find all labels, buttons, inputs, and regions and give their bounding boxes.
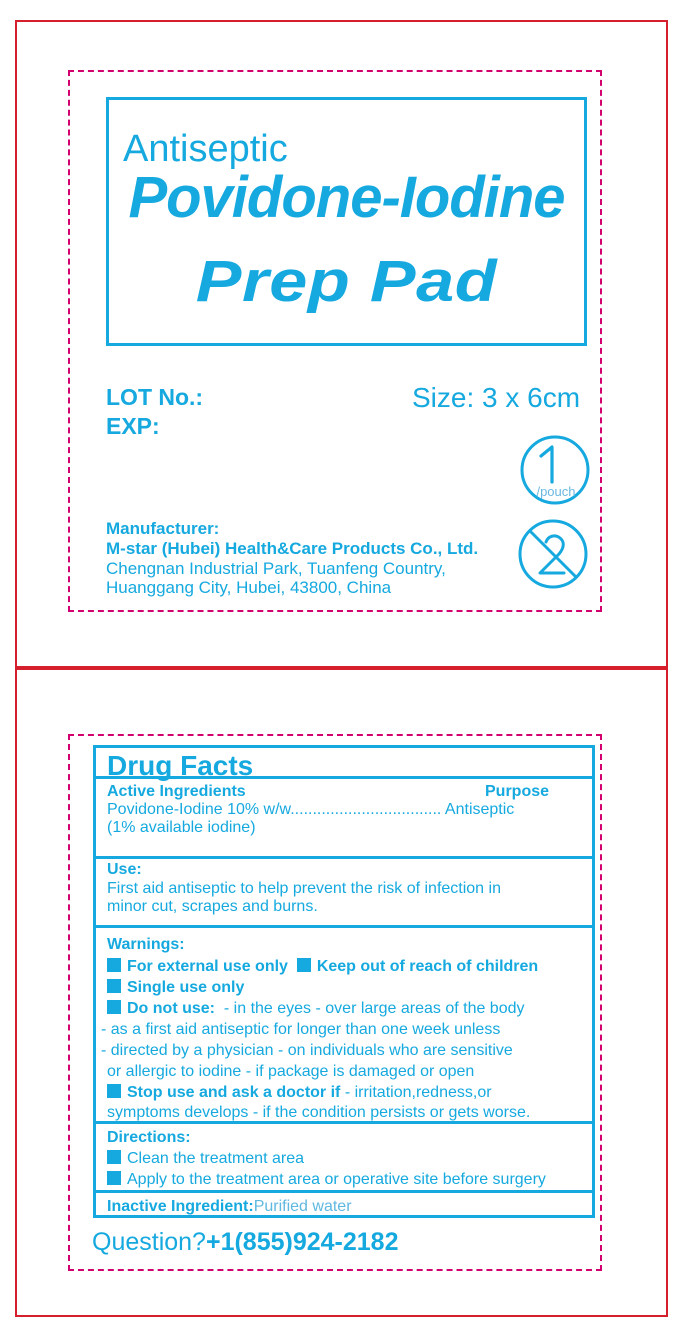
svg-text:/pouch: /pouch xyxy=(536,484,575,499)
